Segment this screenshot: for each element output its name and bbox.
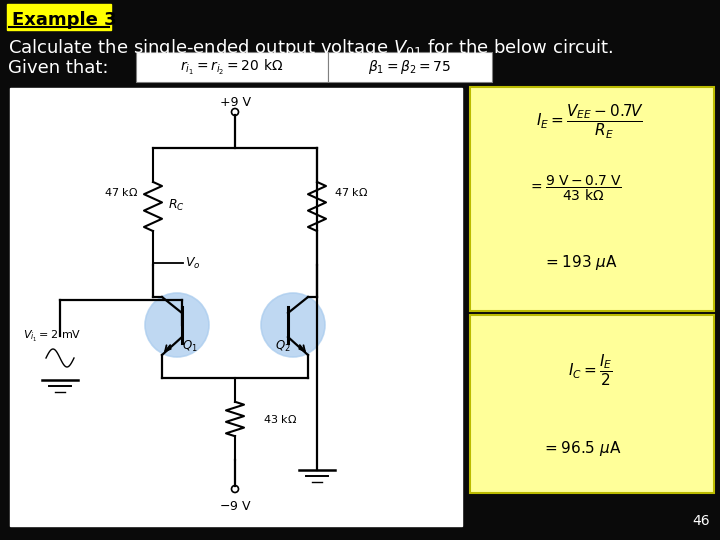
FancyBboxPatch shape — [136, 52, 328, 82]
FancyBboxPatch shape — [470, 315, 714, 493]
Text: 43 k$\Omega$: 43 k$\Omega$ — [263, 413, 297, 425]
Circle shape — [261, 293, 325, 357]
Text: $Q_2$: $Q_2$ — [275, 339, 291, 354]
FancyBboxPatch shape — [10, 88, 462, 526]
Text: $-9\ \mathrm{V}$: $-9\ \mathrm{V}$ — [219, 500, 251, 513]
Text: $V_o$: $V_o$ — [185, 255, 200, 271]
Text: $= \dfrac{9\ \mathrm{V} - 0.7\ \mathrm{V}}{43\ \mathrm{k\Omega}}$: $= \dfrac{9\ \mathrm{V} - 0.7\ \mathrm{V… — [528, 173, 622, 202]
Text: $Q_1$: $Q_1$ — [182, 339, 198, 354]
FancyBboxPatch shape — [328, 52, 492, 82]
Text: $\beta_1 = \beta_2 = 75$: $\beta_1 = \beta_2 = 75$ — [369, 58, 451, 76]
Text: Given that:: Given that: — [8, 59, 109, 77]
Text: $I_E = \dfrac{V_{EE} - 0.7V}{R_E}$: $I_E = \dfrac{V_{EE} - 0.7V}{R_E}$ — [536, 103, 644, 141]
Text: $V_{i_1} = 2\ \mathrm{mV}$: $V_{i_1} = 2\ \mathrm{mV}$ — [23, 328, 81, 343]
Text: 47 k$\Omega$: 47 k$\Omega$ — [334, 186, 368, 198]
Text: 46: 46 — [693, 514, 710, 528]
Text: 47 k$\Omega$: 47 k$\Omega$ — [104, 186, 138, 198]
Text: Example 3: Example 3 — [12, 11, 117, 29]
Circle shape — [38, 336, 82, 380]
FancyBboxPatch shape — [470, 87, 714, 311]
Text: +9 V: +9 V — [220, 96, 251, 109]
Circle shape — [145, 293, 209, 357]
Text: Calculate the single-ended output voltage $V_{01}$ for the below circuit.: Calculate the single-ended output voltag… — [8, 37, 613, 59]
FancyBboxPatch shape — [7, 4, 111, 30]
Text: $I_C = \dfrac{I_E}{2}$: $I_C = \dfrac{I_E}{2}$ — [567, 352, 613, 388]
Text: $= 96.5\ \mu\mathrm{A}$: $= 96.5\ \mu\mathrm{A}$ — [542, 438, 622, 457]
Text: $R_C$: $R_C$ — [168, 198, 185, 213]
Text: $= 193\ \mu\mathrm{A}$: $= 193\ \mu\mathrm{A}$ — [543, 253, 617, 272]
Text: $r_{i_1} = r_{i_2} = 20\ \mathrm{k\Omega}$: $r_{i_1} = r_{i_2} = 20\ \mathrm{k\Omega… — [181, 57, 284, 77]
